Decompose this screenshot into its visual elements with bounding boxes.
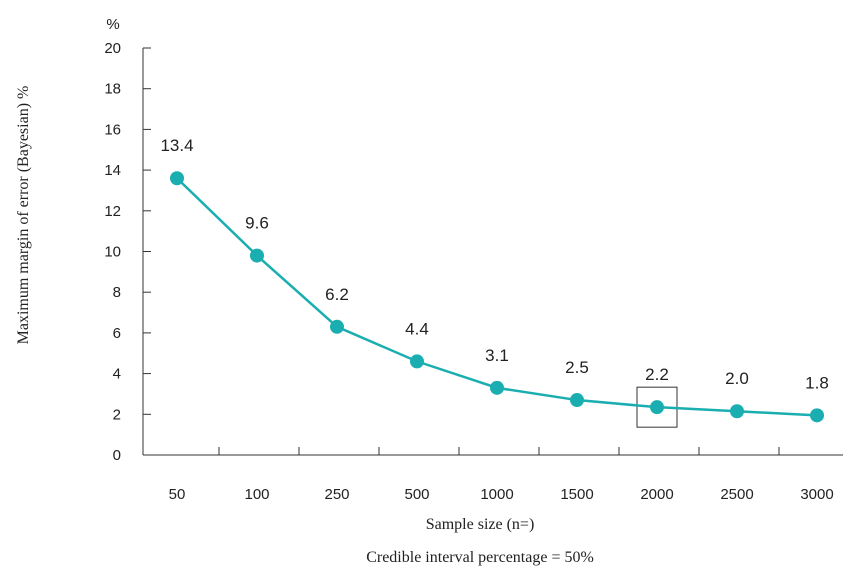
data-point	[330, 319, 344, 334]
x-tick-label: 1500	[560, 486, 593, 503]
data-label: 3.1	[485, 346, 509, 365]
data-label: 13.4	[160, 136, 193, 155]
data-point	[730, 404, 744, 419]
data-label: 2.2	[645, 365, 669, 384]
y-tick-label: 12	[104, 203, 121, 220]
x-tick-label: 250	[324, 486, 349, 503]
series-line	[176, 177, 818, 417]
data-point	[410, 354, 424, 369]
y-tick-label: 18	[104, 81, 121, 98]
y-tick-label: 6	[113, 325, 121, 342]
data-points	[170, 171, 824, 423]
x-tick-label: 1000	[480, 486, 513, 503]
x-tick-label: 500	[404, 486, 429, 503]
data-point	[570, 393, 584, 408]
x-tick-label: 100	[244, 486, 269, 503]
data-label: 6.2	[325, 285, 349, 304]
data-point	[490, 380, 504, 395]
data-label: 2.5	[565, 358, 589, 377]
x-tick-label: 2500	[720, 486, 753, 503]
x-tick-label: 2000	[640, 486, 673, 503]
data-label: 9.6	[245, 214, 269, 233]
x-tick-label: 50	[169, 486, 186, 503]
x-axis-ticks: 50 100 250 500 1000 1500 2000 2500 3000	[169, 447, 834, 503]
y-tick-label: 4	[113, 366, 121, 383]
y-tick-label: 14	[104, 162, 121, 179]
data-label: 2.0	[725, 369, 749, 388]
y-unit-label: %	[106, 16, 119, 33]
x-axis-title: Sample size (n=)	[426, 516, 535, 533]
y-axis-ticks: 0 2 4 6 8 10 12 14 16 18 20	[104, 40, 151, 464]
y-tick-label: 10	[104, 244, 121, 261]
chart-subtitle: Credible interval percentage = 50%	[366, 549, 594, 566]
data-point	[810, 408, 824, 423]
y-tick-label: 2	[113, 406, 121, 423]
y-tick-label: 0	[113, 447, 121, 464]
data-point	[650, 400, 664, 415]
data-labels: 13.4 9.6 6.2 4.4 3.1 2.5 2.2 2.0 1.8	[160, 136, 828, 392]
data-label: 4.4	[405, 319, 429, 338]
y-tick-label: 16	[104, 121, 121, 138]
y-tick-label: 8	[113, 284, 121, 301]
y-axis-title: Maximum margin of error (Bayesian) %	[15, 86, 32, 345]
x-tick-label: 3000	[800, 486, 833, 503]
data-point	[250, 248, 264, 263]
y-tick-label: 20	[104, 40, 121, 57]
data-label: 1.8	[805, 373, 829, 392]
data-point	[170, 171, 184, 186]
